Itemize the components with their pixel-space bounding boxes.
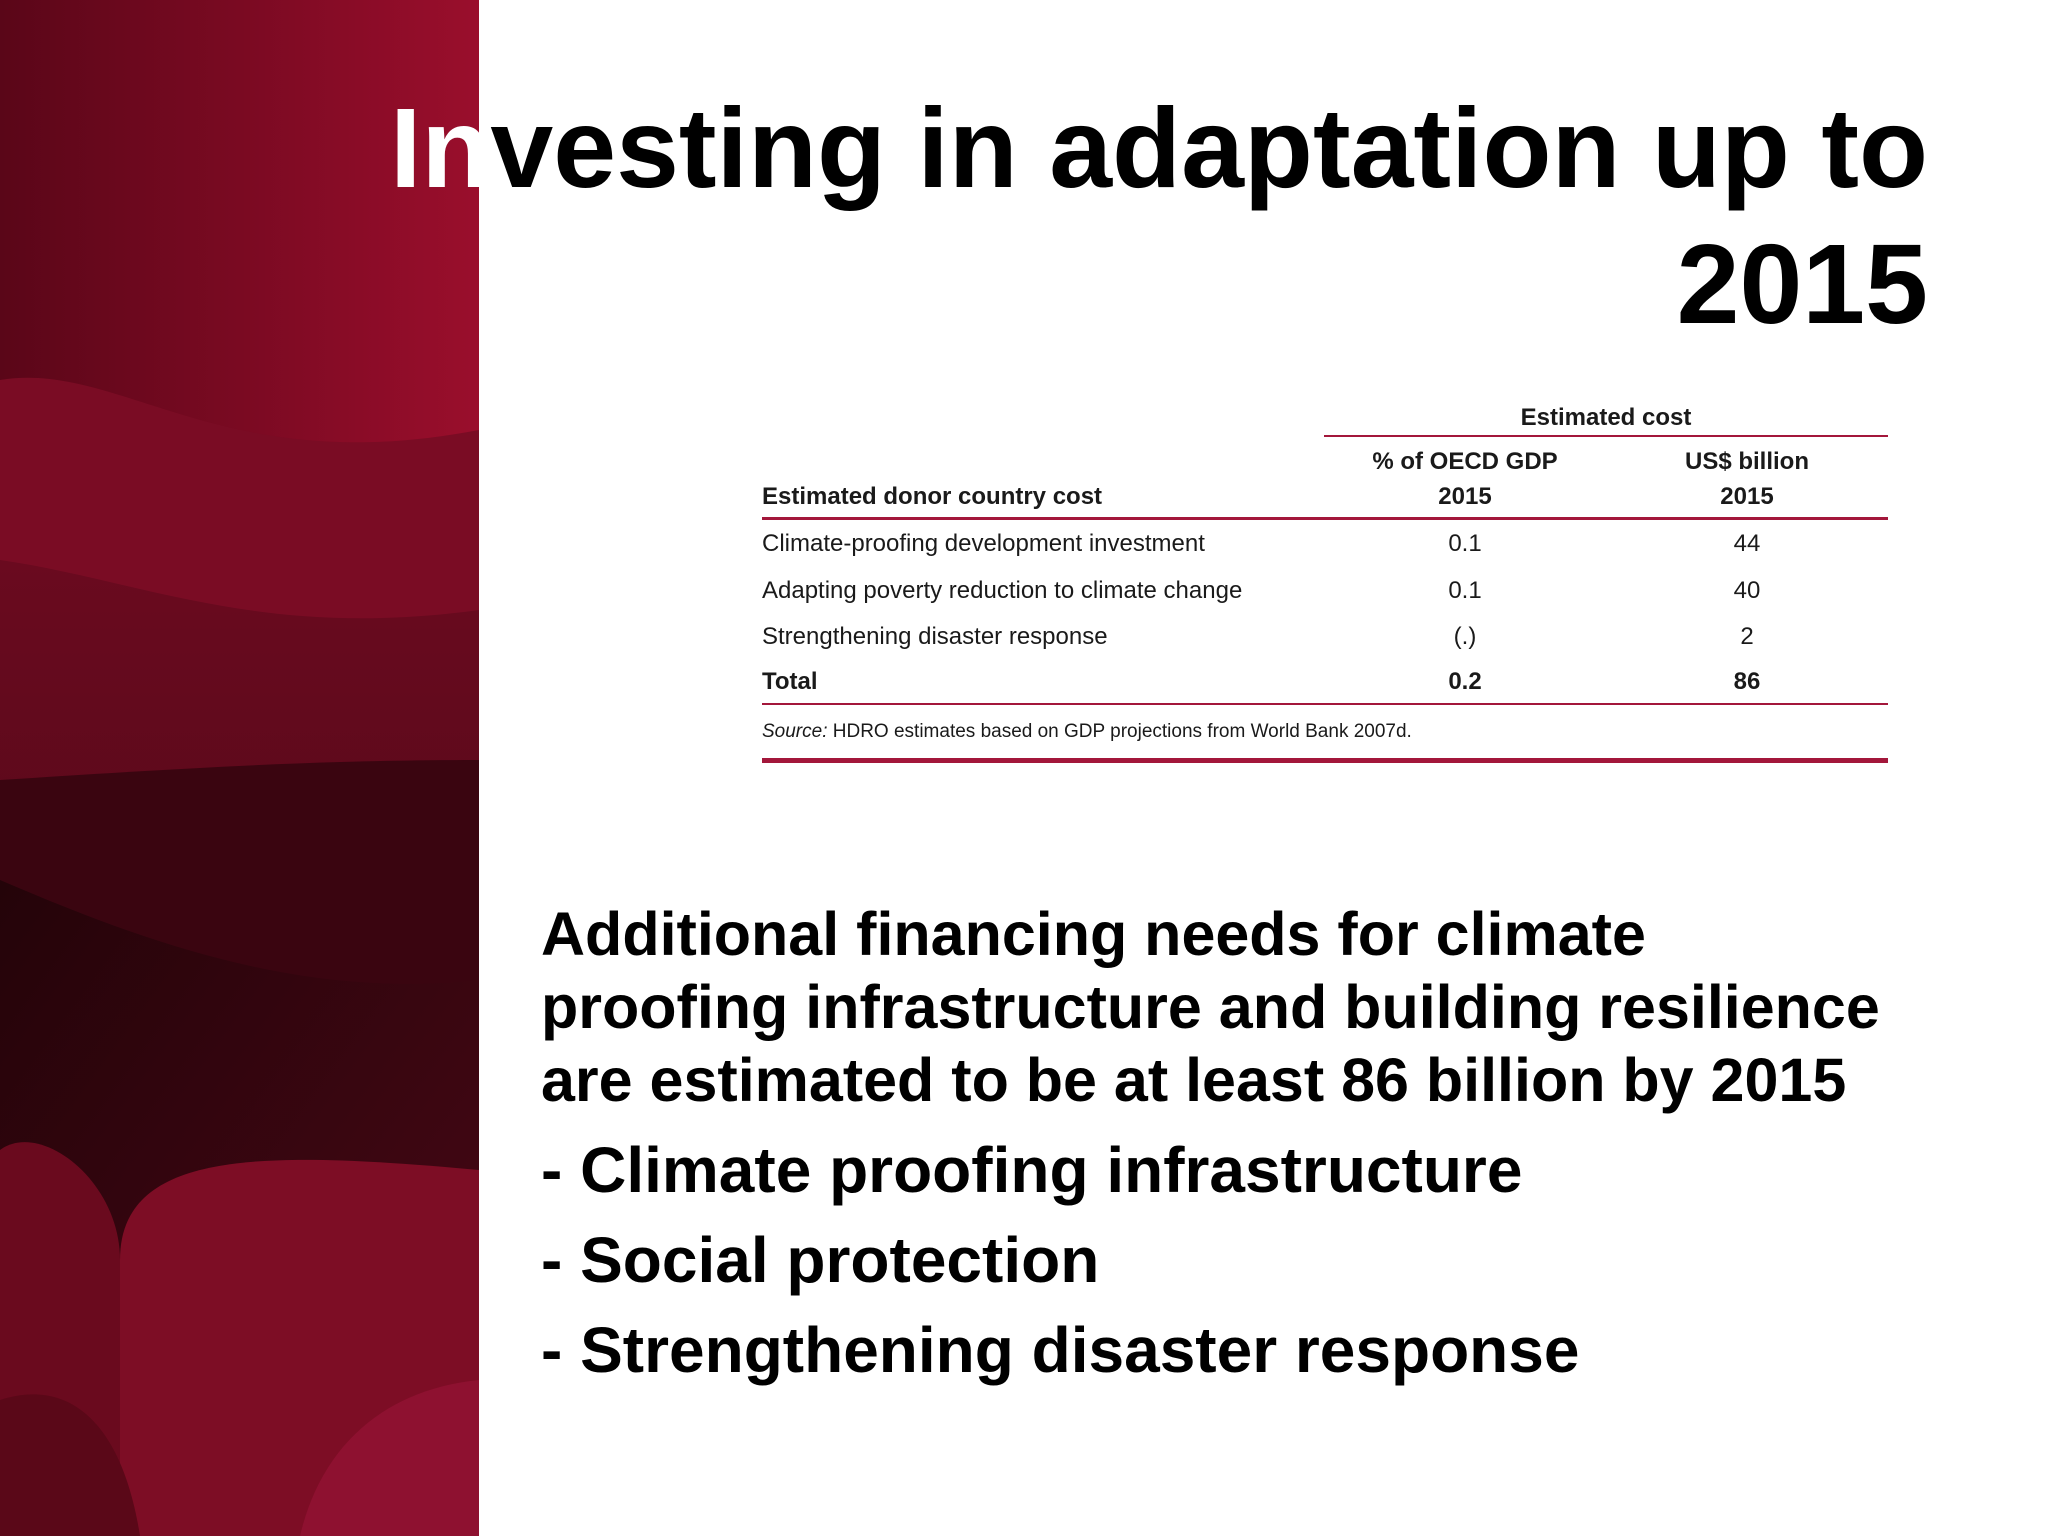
table-header-usd: US$ billion: [1684, 448, 1809, 475]
slide-title-rest: vesting in adaptation up to 2015: [490, 85, 1928, 347]
slide-title: Investing in adaptation up to 2015: [300, 80, 1928, 352]
bullet-item: - Social protection: [541, 1224, 1100, 1296]
table-group-header-row: Estimated cost: [762, 400, 1888, 437]
table-source-label: Source:: [762, 720, 828, 742]
table-group-header: Estimated cost: [1324, 400, 1888, 437]
table-row: Strengthening disaster response (.) 2: [762, 614, 1888, 660]
table-cell-label: Strengthening disaster response: [762, 623, 1108, 650]
table-total-usd: 86: [1606, 660, 1888, 705]
cost-table: Estimated cost % of OECD GDP US$ billion…: [762, 400, 1888, 758]
table-row: Climate-proofing development investment …: [762, 518, 1888, 568]
bullet-item: - Strengthening disaster response: [541, 1314, 1580, 1386]
table-cell-pct: 0.1: [1448, 577, 1482, 604]
table-header-spacer: [762, 436, 1324, 478]
table-header-row: Estimated donor country cost 2015 2015: [762, 478, 1888, 520]
table-cell-label: Climate-proofing development investment: [762, 529, 1205, 557]
cost-table-block: Estimated cost % of OECD GDP US$ billion…: [762, 400, 1888, 763]
table-cell-pct: (.): [1453, 623, 1477, 650]
body-paragraph-line: proofing infrastructure and building res…: [541, 973, 1880, 1041]
body-paragraph-line: Additional financing needs for climate: [541, 900, 1646, 968]
table-total-pct: 0.2: [1324, 660, 1606, 705]
table-row: Adapting poverty reduction to climate ch…: [762, 568, 1888, 614]
table-header-usd-year: 2015: [1606, 478, 1888, 520]
body-text: Additional financing needs for climate p…: [541, 898, 2041, 1387]
table-header-pct: % of OECD GDP: [1372, 448, 1558, 475]
body-paragraph-line: are estimated to be at least 86 billion …: [541, 1046, 1847, 1114]
slide-title-accent: In: [389, 85, 491, 211]
table-header-spacer: [762, 400, 1324, 436]
table-source-row: Source: HDRO estimates based on GDP proj…: [762, 704, 1888, 758]
table-cell-usd: 2: [1740, 623, 1754, 650]
table-total-label: Total: [762, 660, 1324, 705]
table-source-text: HDRO estimates based on GDP projections …: [832, 720, 1412, 742]
table-header-label: Estimated donor country cost: [762, 478, 1324, 520]
table-cell-pct: 0.1: [1448, 529, 1482, 557]
table-total-row: Total 0.2 86: [762, 660, 1888, 705]
body-paragraph: Additional financing needs for climate p…: [541, 898, 2041, 1117]
table-cell-label: Adapting poverty reduction to climate ch…: [762, 577, 1243, 604]
bullet-item: - Climate proofing infrastructure: [541, 1134, 1523, 1206]
side-panel-graphic: [0, 0, 479, 1536]
table-header-pct-year: 2015: [1324, 478, 1606, 520]
table-cell-usd: 40: [1733, 577, 1761, 604]
table-bottom-rule: [762, 758, 1888, 763]
table-header-row: % of OECD GDP US$ billion: [762, 436, 1888, 478]
decorative-side-panel: [0, 0, 479, 1536]
table-cell-usd: 44: [1733, 529, 1761, 557]
table-source-note: Source: HDRO estimates based on GDP proj…: [762, 704, 1888, 758]
